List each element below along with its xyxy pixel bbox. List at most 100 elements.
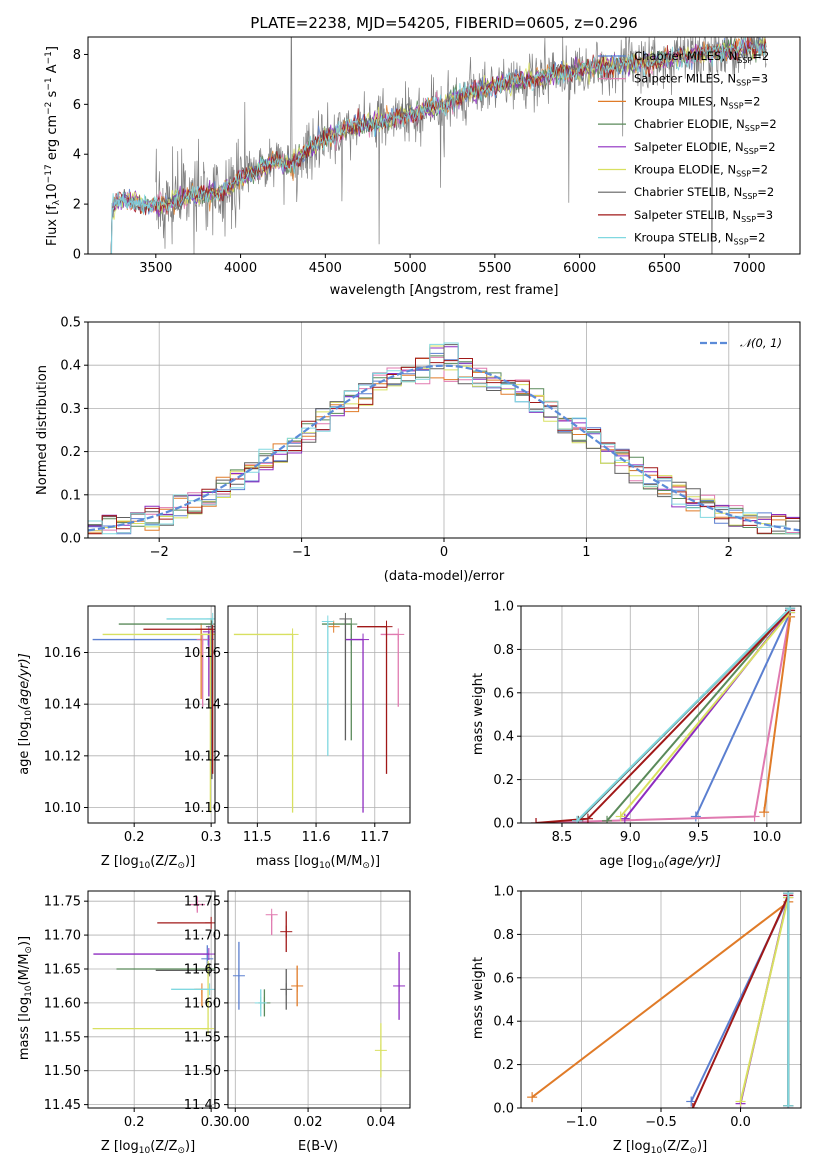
y-tick-label: 10.10 [184,801,221,816]
model-spectrum-blue [105,191,157,254]
y-tick-label: 0.0 [493,1102,514,1117]
y-tick-label: 0.2 [493,773,514,788]
ageZ-xlabel: Z [log10(Z/Z⊙)] [101,854,195,871]
axes-frame [87,890,216,1109]
y-tick-label: 1.0 [493,885,514,900]
residual-histogram [88,355,800,535]
spectrum-xlabel: wavelength [Angstrom, rest frame] [330,283,559,298]
y-tick-label: 10.10 [44,801,81,816]
x-tick-label: 5000 [394,261,427,276]
y-tick-label: 1.0 [493,600,514,615]
massweight-vs-Z-panel: −1.0 −0.5 0.0 0.0 0.2 0.4 0.6 0.8 1.0 [493,885,802,1130]
mE-xlabel: E(B-V) [298,1139,338,1154]
mwAge-xlabel: age [log10(age/yr)] [599,854,721,871]
plot-area [531,606,796,823]
axes-frame [520,605,802,824]
legend-label: Salpeter ELODIE, NSSP=2 [634,140,776,156]
mwZ-ylabel: mass weight [471,957,486,1039]
y-tick-label: 0.5 [60,316,81,331]
y-tick-label: 11.45 [184,1098,221,1113]
y-tick-label: 4 [73,148,81,163]
x-tick-label: 0.2 [124,830,145,845]
y-tick-label: 0.2 [493,1058,514,1073]
legend-label: Salpeter STELIB, NSSP=3 [634,208,773,224]
plot-area [105,37,767,254]
x-tick-label: 10.0 [752,830,781,845]
y-tick-label: 0.0 [60,532,81,547]
y-tick-label: 11.70 [184,929,221,944]
legend-label: Salpeter MILES, NSSP=3 [634,72,768,88]
x-tick-label: 6500 [648,261,681,276]
legend-label: Chabrier MILES, NSSP=2 [634,49,769,65]
plot-area [92,896,215,1035]
axes-frame [87,36,801,255]
residual-ylabel: Normed distribution [35,365,50,495]
y-tick-label: 0.1 [60,488,81,503]
y-tick-label: 11.55 [184,1030,221,1045]
x-tick-label: 9.5 [688,830,709,845]
gaussian-curve [88,364,800,532]
y-tick-label: 10.16 [184,646,221,661]
massweight-vs-age-panel: 8.5 9.0 9.5 10.0 0.0 0.2 0.4 0.6 0.8 1.0 [493,600,802,845]
model-spectrum [105,37,767,254]
x-tick-label: 11.6 [302,830,331,845]
x-tick-label: 11.7 [360,830,389,845]
spectrum-title: PLATE=2238, MJD=54205, FIBERID=0605, z=0… [250,14,637,32]
y-tick-label: 0.4 [493,1015,514,1030]
x-tick-label: 8.5 [552,830,573,845]
x-tick-label: 0.2 [124,1115,145,1130]
mwZ-xlabel: Z [log10(Z/Z⊙)] [613,1139,707,1156]
ageM-xlabel: mass [log10(M/M⊙)] [256,854,380,871]
x-tick-label: 0.0 [730,1115,751,1130]
y-tick-label: 0.2 [60,445,81,460]
y-tick-label: 11.60 [184,996,221,1011]
axes-frame [87,605,216,824]
residual-histogram [88,357,800,535]
x-tick-label: −1 [292,545,311,560]
ageZ-ylabel: age [log10(age/yr)] [17,653,34,775]
mass-weight-line [576,607,791,822]
x-tick-label: 0.04 [366,1115,395,1130]
mZ-xlabel: Z [log10(Z/Z⊙)] [101,1139,195,1156]
residual-histogram [88,344,800,532]
x-tick-label: 7000 [733,261,766,276]
y-tick-label: 8 [73,48,81,63]
age-vs-mass-panel: 11.5 11.6 11.7 10.10 10.12 10.14 10.16 [184,605,411,845]
y-tick-label: 11.65 [184,962,221,977]
y-tick-label: 10.12 [184,749,221,764]
y-tick-label: 0.0 [493,817,514,832]
y-tick-label: 0.4 [493,730,514,745]
mass-weight-line [535,612,792,823]
spectrum-panel: PLATE=2238, MJD=54205, FIBERID=0605, z=0… [44,14,801,298]
spectrum-ylabel: Flux [fλ10−17 erg cm−2 s−1 A−1] [44,46,62,246]
y-tick-label: 0.6 [493,971,514,986]
mass-weight-line [535,609,791,823]
residual-histogram [88,358,800,535]
residual-xlabel: (data-model)/error [384,569,505,584]
residual-legend: 𝒩(0, 1) [700,336,782,350]
x-tick-label: 6000 [563,261,596,276]
y-tick-label: 0.3 [60,402,81,417]
y-tick-label: 11.55 [44,1030,81,1045]
x-tick-label: 3500 [139,261,172,276]
legend-label: Kroupa ELODIE, NSSP=2 [634,163,768,179]
plot-area [92,612,215,813]
mass-weight-line [606,607,791,822]
spectrum-legend: Chabrier MILES, NSSP=2 Salpeter MILES, NS… [598,49,777,247]
x-tick-label: −1.0 [566,1115,598,1130]
x-tick-label: 4000 [224,261,257,276]
mwAge-ylabel: mass weight [471,673,486,755]
y-tick-label: 0.8 [493,643,514,658]
x-tick-label: −0.5 [645,1115,677,1130]
y-tick-label: 2 [73,198,81,213]
model-spectrum [105,37,767,254]
x-tick-label: 0.02 [294,1115,323,1130]
y-tick-label: 10.14 [184,698,221,713]
y-tick-label: 0.4 [60,359,81,374]
legend-label: Chabrier ELODIE, NSSP=2 [634,117,777,133]
x-tick-label: 0.3 [201,830,222,845]
y-tick-label: 0 [73,248,81,263]
gaussian-legend-label: 𝒩(0, 1) [740,336,782,350]
x-tick-label: 4500 [309,261,342,276]
